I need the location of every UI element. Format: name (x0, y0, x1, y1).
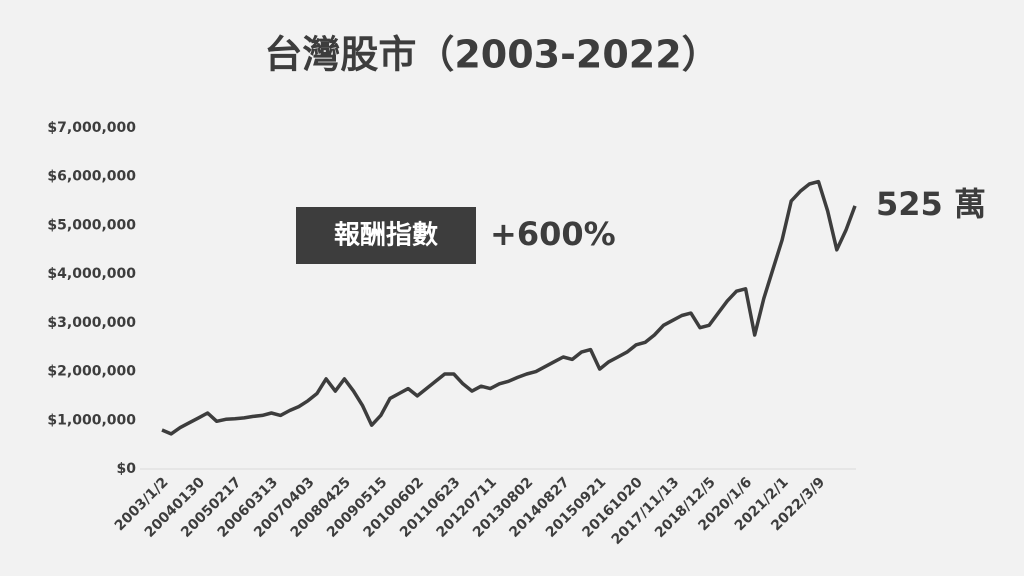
chart-title: 台灣股市（2003-2022） (264, 33, 719, 77)
return-label: +600% (490, 215, 616, 253)
y-tick-label: $4,000,000 (47, 266, 136, 282)
box-label: 報酬指數 (334, 221, 438, 251)
y-tick-label: $5,000,000 (47, 217, 136, 233)
y-tick-label: $2,000,000 (47, 364, 136, 380)
y-tick-label: $3,000,000 (47, 315, 136, 331)
end-label: 525 萬 (876, 185, 986, 223)
y-tick-label: $0 (117, 461, 137, 477)
y-tick-label: $1,000,000 (47, 412, 136, 428)
y-tick-label: $7,000,000 (47, 120, 136, 136)
y-tick-label: $6,000,000 (47, 169, 136, 185)
line (161, 179, 857, 436)
label-box (296, 207, 476, 264)
